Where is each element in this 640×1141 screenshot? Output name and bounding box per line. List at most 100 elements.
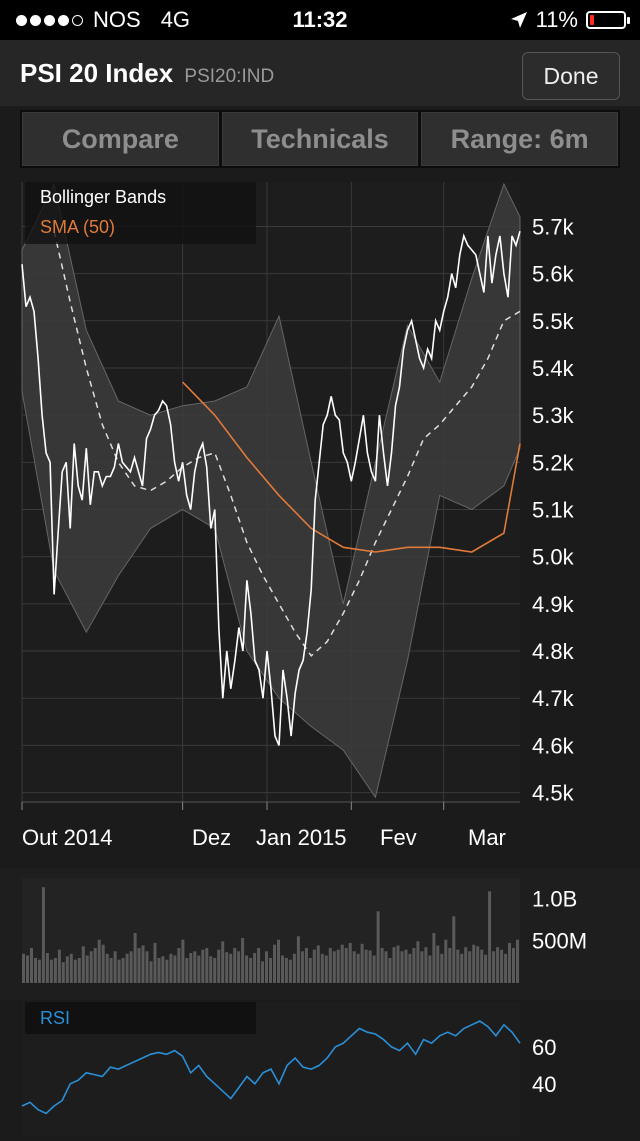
volume-bar xyxy=(209,956,213,983)
volume-bar xyxy=(34,958,37,983)
volume-bar xyxy=(508,943,511,983)
status-left: NOS 4G xyxy=(16,7,190,33)
rsi-line xyxy=(21,1020,521,1115)
bollinger-band xyxy=(21,182,521,799)
volume-bar xyxy=(73,959,77,983)
volume-bar xyxy=(49,959,53,983)
volume-tick-label: 500M xyxy=(532,928,587,953)
volume-bar xyxy=(432,933,436,983)
volume-bar xyxy=(500,949,504,983)
volume-bar xyxy=(408,953,412,983)
sma-line xyxy=(182,381,521,553)
volume-bar xyxy=(145,951,149,983)
x-tick-label: Fev xyxy=(380,825,417,850)
volume-bar xyxy=(400,951,404,983)
volume-bar xyxy=(133,933,137,983)
volume-bar xyxy=(101,944,105,983)
volume-bar xyxy=(69,953,73,983)
volume-bar xyxy=(173,955,177,983)
volume-bar xyxy=(464,947,468,983)
volume-bar xyxy=(516,939,519,983)
volume-bar xyxy=(197,955,201,983)
bollinger-middle-line xyxy=(53,231,521,657)
volume-bar xyxy=(93,948,97,983)
volume-bar xyxy=(241,938,245,983)
volume-bar xyxy=(269,958,272,983)
volume-bar xyxy=(245,955,249,983)
chart-toolbar: Compare Technicals Range: 6m xyxy=(20,110,620,168)
volume-bar xyxy=(273,944,276,983)
volume-bar xyxy=(141,945,145,983)
x-tick-label: Mar xyxy=(468,825,506,850)
volume-bar xyxy=(416,941,420,983)
volume-bar xyxy=(149,961,153,983)
rsi-chart-canvas: RSI 60 40 xyxy=(21,1002,556,1136)
volume-bar xyxy=(89,951,93,983)
volume-bar xyxy=(129,951,133,983)
volume-bar xyxy=(296,936,300,983)
y-tick-label: 5.2k xyxy=(532,450,575,475)
volume-bar xyxy=(77,958,81,983)
volume-bar xyxy=(61,962,65,983)
volume-bar xyxy=(320,953,324,983)
rsi-tick-label: 40 xyxy=(532,1072,556,1097)
volume-bar xyxy=(476,946,480,983)
done-button[interactable]: Done xyxy=(522,52,620,100)
volume-bar xyxy=(468,951,472,983)
y-tick-label: 5.6k xyxy=(532,262,575,287)
volume-bar xyxy=(380,948,384,983)
clock: 11:32 xyxy=(292,7,348,32)
volume-bar xyxy=(444,939,448,983)
range-button[interactable]: Range: 6m xyxy=(421,112,619,166)
volume-bar xyxy=(201,949,205,983)
volume-bar xyxy=(213,958,217,983)
volume-bar xyxy=(121,958,125,983)
volume-bar xyxy=(161,956,165,983)
volume-bar xyxy=(30,948,33,983)
volume-bar xyxy=(504,953,508,983)
volume-bar xyxy=(512,948,515,983)
volume-bar xyxy=(488,891,492,983)
x-tick-label: Dez xyxy=(192,825,231,850)
rsi-legend-box xyxy=(25,1002,256,1034)
volume-bar xyxy=(281,955,284,983)
volume-bar xyxy=(308,958,312,983)
volume-bar xyxy=(277,939,280,983)
volume-bar xyxy=(81,946,85,983)
rsi-chart[interactable]: RSI 60 40 xyxy=(0,1002,640,1136)
volume-bar xyxy=(185,958,189,983)
volume-bar xyxy=(360,943,364,983)
legend-sma: SMA (50) xyxy=(40,217,115,237)
volume-bar xyxy=(189,953,193,983)
volume-bar xyxy=(105,953,109,983)
volume-bar xyxy=(448,948,452,983)
price-chart[interactable]: Bollinger Bands SMA (50) 5.7k 5.6k 5.5k 5.4… xyxy=(0,174,640,860)
volume-bar xyxy=(265,951,268,983)
volume-bar xyxy=(225,952,229,983)
volume-bar xyxy=(109,958,113,983)
volume-bar xyxy=(57,949,61,983)
volume-bar xyxy=(484,954,488,983)
volume-bar xyxy=(253,953,257,983)
index-name: PSI 20 Index xyxy=(20,58,174,88)
volume-bar xyxy=(412,948,416,983)
volume-bar xyxy=(368,950,372,983)
volume-bar xyxy=(352,951,356,983)
compare-button[interactable]: Compare xyxy=(22,112,219,166)
volume-bar xyxy=(436,945,440,983)
volume-chart[interactable]: 1.0B 500M xyxy=(0,868,640,1000)
technicals-button[interactable]: Technicals xyxy=(221,112,419,166)
volume-bar xyxy=(340,944,344,983)
location-arrow-icon xyxy=(510,12,527,28)
volume-bar xyxy=(233,948,237,983)
y-tick-label: 5.5k xyxy=(532,309,575,334)
volume-bar xyxy=(22,953,25,983)
volume-bar xyxy=(237,951,241,983)
y-tick-label: 4.8k xyxy=(532,639,575,664)
volume-bar xyxy=(384,951,388,983)
volume-bar xyxy=(292,953,296,983)
volume-bar xyxy=(496,947,500,983)
volume-bar xyxy=(328,948,332,983)
volume-bar xyxy=(336,949,340,983)
ticker-symbol: PSI20:IND xyxy=(184,66,275,87)
